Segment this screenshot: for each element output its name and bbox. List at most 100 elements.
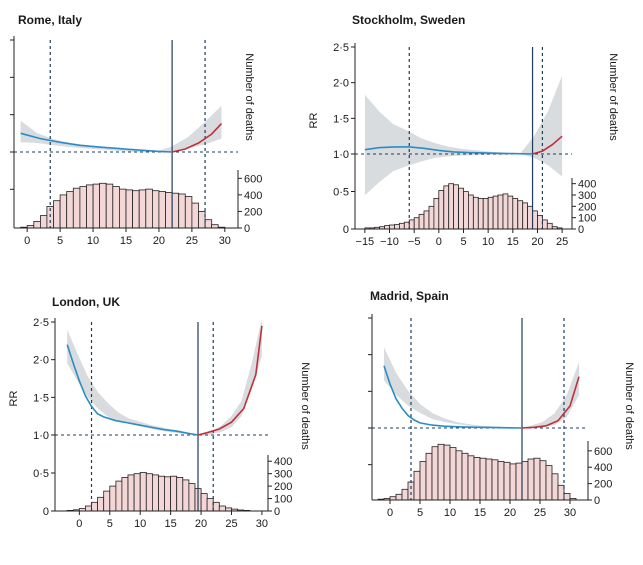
x-tick-label: 10	[482, 236, 494, 248]
y2-tick-label: 0	[578, 224, 584, 236]
histogram-bar	[97, 496, 105, 512]
panel-1: Stockholm, Sweden 0 0·5 1·0 1·5 2·0 2·5 RR −15 −1…	[308, 13, 619, 248]
histogram-bar	[455, 450, 463, 501]
histogram-bar	[497, 461, 505, 501]
x-tick-label: 20	[531, 236, 543, 248]
histogram-bar	[119, 188, 127, 229]
y-tick-label: 1·5	[333, 113, 349, 125]
histogram-bar	[115, 480, 123, 512]
histogram-bar	[398, 222, 405, 230]
x-tick-label: 15	[120, 235, 132, 247]
histogram-bar	[458, 187, 464, 230]
histogram-bar	[171, 192, 180, 229]
x-tick-label: 20	[153, 235, 165, 247]
x-tick-label: 30	[219, 235, 231, 247]
histogram-bar	[395, 493, 403, 501]
histogram-bar	[467, 194, 474, 230]
histogram-bar	[91, 501, 98, 512]
histogram-bar	[503, 461, 511, 501]
histogram-bar	[413, 217, 420, 230]
histogram-bar	[433, 197, 440, 230]
y2-tick-label: 200	[594, 479, 612, 491]
histogram-bar	[389, 224, 395, 230]
histogram-bar	[557, 484, 565, 501]
y2-tick-label: 100	[578, 213, 596, 225]
y-tick-label: 2·5	[33, 317, 49, 329]
chart-title: Rome, Italy	[18, 13, 82, 27]
histogram-bar	[403, 221, 410, 230]
x-tick-label: 10	[134, 518, 146, 530]
x-tick-label: 25	[186, 235, 198, 247]
histogram-bar	[515, 462, 523, 501]
histogram-bar	[151, 190, 160, 229]
x-tick-label: 25	[534, 507, 546, 519]
histogram-bar	[563, 492, 571, 501]
histogram-bar	[86, 184, 94, 229]
histogram-bar	[92, 183, 101, 229]
y2-tick-label: 300	[578, 190, 596, 202]
histogram-bar	[502, 193, 509, 230]
y2-tick-label: 0	[274, 506, 280, 518]
histogram-bar	[40, 215, 48, 229]
y-tick-label: 2·0	[33, 355, 49, 367]
histogram-bar	[200, 493, 208, 512]
histogram-bar	[479, 457, 487, 501]
histogram-bar	[497, 194, 504, 230]
chart-title: London, UK	[52, 295, 120, 309]
histogram-bar	[139, 471, 147, 512]
panel-3: Madrid, Spain 0 5 10 15 20 25 30 0 200 400 600 Numbe…	[368, 289, 635, 519]
histogram-bar	[204, 219, 213, 229]
cold-curve	[364, 146, 533, 155]
y2-tick-label: 100	[274, 494, 292, 506]
x-tick-label: 0	[76, 518, 82, 530]
y-tick-label: 0	[343, 224, 349, 236]
heat-curve	[521, 376, 580, 429]
histogram-bar	[533, 457, 541, 501]
y2-tick-label: 200	[578, 201, 596, 213]
y2-tick-label: 400	[274, 456, 292, 468]
cold-curve	[383, 365, 523, 429]
histogram-bar	[191, 202, 199, 229]
y2-tick-label: 0	[244, 223, 250, 235]
histogram-bar	[449, 447, 457, 501]
histogram-bar	[408, 219, 415, 230]
x-tick-label: 5	[460, 236, 466, 248]
histogram-bar	[443, 185, 450, 230]
x-tick-label: −10	[380, 236, 399, 248]
histogram-bar	[517, 200, 524, 230]
x-tick-label: 0	[24, 235, 30, 247]
histogram-bar	[132, 190, 140, 229]
x-tick-label: 10	[87, 235, 99, 247]
y2-tick-label: 400	[578, 179, 596, 191]
histogram-bar	[463, 191, 469, 230]
x-tick-label: 25	[556, 236, 568, 248]
histogram-bar	[413, 470, 421, 501]
y2-tick-label: 400	[594, 462, 612, 474]
heat-curve	[197, 325, 263, 436]
histogram-bar	[438, 190, 445, 230]
histogram-bar	[133, 473, 141, 512]
histogram-bar	[145, 473, 153, 512]
histogram-bar	[507, 195, 514, 230]
histogram-bar	[407, 481, 415, 501]
histogram-bar	[473, 456, 481, 501]
x-tick-label: 0	[436, 236, 442, 248]
histogram-bar	[539, 460, 547, 501]
histogram-bar	[542, 219, 548, 230]
histogram-bar	[443, 444, 451, 501]
histogram-bar	[482, 197, 489, 230]
histogram-bar	[401, 488, 409, 501]
histogram-bar	[138, 189, 147, 229]
histogram-bar	[394, 224, 400, 230]
y-tick-label: 2·5	[333, 42, 349, 54]
y2-tick-label: 0	[594, 495, 600, 507]
histogram-bar	[121, 476, 129, 512]
histogram-bar	[109, 485, 117, 512]
histogram-bar	[472, 196, 479, 230]
histogram-bar	[105, 183, 114, 229]
histogram-bar	[145, 188, 153, 229]
histogram-bar	[218, 505, 226, 512]
histogram-bar	[418, 213, 425, 230]
histogram-bar	[184, 196, 193, 229]
histogram-bar	[33, 220, 41, 229]
